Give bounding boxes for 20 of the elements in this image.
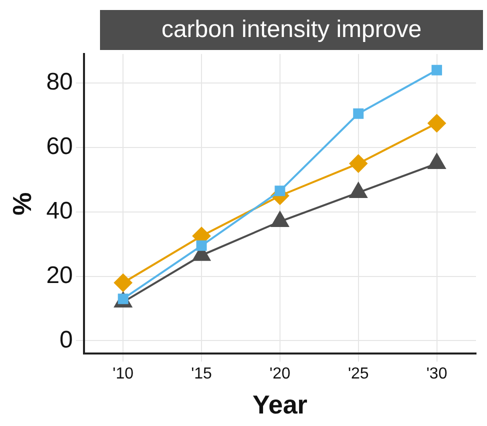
y-tick-label: 20: [46, 262, 73, 289]
y-tick-label: 0: [60, 326, 73, 354]
y-tick-label: 80: [46, 68, 73, 96]
x-tick-label: '15: [191, 366, 212, 383]
x-tick-label: '10: [112, 366, 134, 383]
point: [353, 108, 364, 119]
x-tick-label: '30: [426, 366, 448, 383]
y-axis-title: %: [6, 192, 37, 216]
point: [114, 274, 132, 292]
point: [432, 64, 442, 76]
point: [428, 114, 446, 132]
point: [349, 154, 368, 173]
point: [274, 186, 286, 196]
y-tick-label: 60: [46, 133, 73, 160]
x-tick-label: '25: [348, 366, 369, 383]
x-axis-title: Year: [252, 390, 308, 420]
x-tick-label: '20: [270, 366, 290, 383]
chart-title: carbon intensity improve: [100, 10, 483, 50]
y-tick-label: 40: [46, 197, 73, 224]
point: [196, 240, 207, 251]
